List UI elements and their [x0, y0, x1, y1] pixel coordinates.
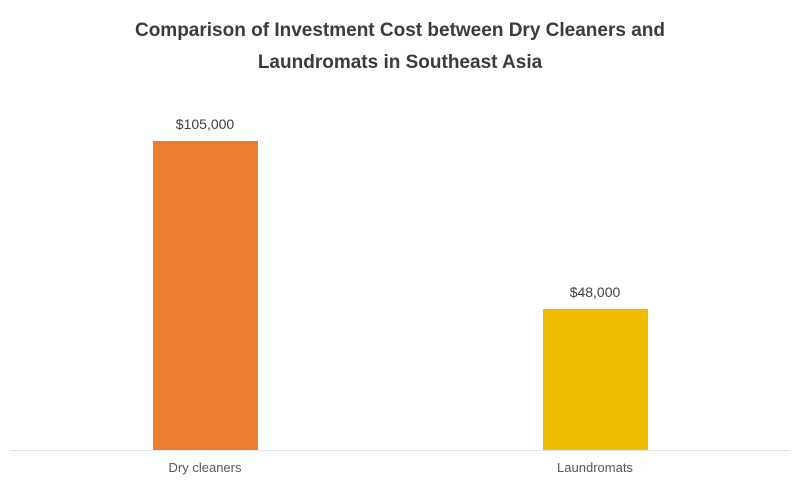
chart-title: Comparison of Investment Cost between Dr… [134, 20, 665, 73]
category-label-laundromats: Laundromats [557, 460, 633, 475]
bar-laundromats [542, 309, 648, 451]
category-label-dry-cleaners: Dry cleaners [168, 460, 242, 475]
bar-group-dry-cleaners: $105,000 [152, 116, 258, 451]
category-axis: Dry cleaners Laundromats [10, 451, 790, 475]
value-label-laundromats: $48,000 [569, 284, 621, 300]
bar-group-laundromats: $48,000 [542, 284, 648, 451]
bar-dry-cleaners [152, 141, 258, 451]
x-axis-line [10, 450, 790, 451]
plot-area: $105,000 $48,000 [10, 79, 790, 451]
value-label-dry-cleaners: $105,000 [175, 116, 235, 132]
